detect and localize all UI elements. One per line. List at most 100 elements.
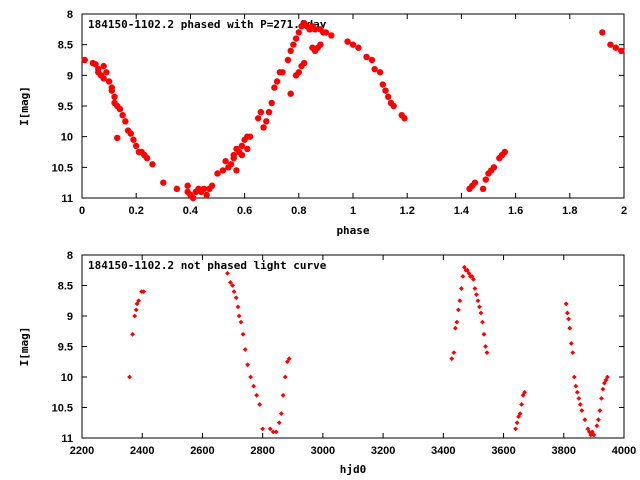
data-point xyxy=(475,298,481,304)
data-point xyxy=(273,429,279,435)
data-point xyxy=(449,356,455,362)
data-point xyxy=(257,402,263,407)
data-point xyxy=(401,115,408,122)
x-tick-label: 0.4 xyxy=(183,205,199,217)
data-point xyxy=(460,273,466,279)
data-point xyxy=(596,417,601,423)
data-point xyxy=(490,164,498,171)
data-point xyxy=(519,402,525,407)
data-point xyxy=(119,112,126,119)
data-point xyxy=(566,316,571,322)
x-tick-label: 1 xyxy=(350,205,356,217)
data-point xyxy=(214,170,221,177)
data-point xyxy=(263,118,270,125)
y-tick-label: 9 xyxy=(67,311,73,323)
data-point xyxy=(599,29,606,36)
data-point xyxy=(222,158,229,165)
data-point xyxy=(246,133,254,140)
data-point xyxy=(200,185,208,192)
x-tick-label: 0.6 xyxy=(237,205,252,217)
y-axis-label: I[mag] xyxy=(18,86,31,126)
data-point xyxy=(173,185,181,192)
x-tick-label: 2800 xyxy=(250,445,274,457)
data-point xyxy=(81,56,88,64)
y-tick-label: 11 xyxy=(61,193,73,205)
data-point xyxy=(136,298,142,304)
data-point xyxy=(238,319,244,325)
y-tick-label: 10.5 xyxy=(52,162,73,174)
data-point xyxy=(103,69,110,76)
data-point xyxy=(564,310,570,316)
data-point xyxy=(238,142,246,150)
data-point xyxy=(233,295,239,301)
data-point xyxy=(219,167,227,174)
data-point xyxy=(301,59,308,67)
data-point xyxy=(452,325,458,331)
x-tick-label: 1.4 xyxy=(454,205,470,217)
data-point xyxy=(481,331,487,337)
data-point xyxy=(484,350,490,355)
y-tick-label: 8.5 xyxy=(58,281,73,293)
data-point xyxy=(149,161,156,168)
data-point xyxy=(268,99,275,107)
data-point xyxy=(618,47,625,54)
data-point xyxy=(227,161,235,168)
data-point xyxy=(599,395,604,401)
data-point xyxy=(355,44,362,51)
data-point xyxy=(230,283,235,288)
data-point xyxy=(236,313,242,319)
data-point xyxy=(270,429,276,435)
plot-title: 184150-1102.2 phased with P=271.0day xyxy=(88,18,327,31)
data-point xyxy=(479,185,487,192)
data-point xyxy=(349,41,357,48)
data-point xyxy=(184,182,191,189)
data-point xyxy=(457,298,463,304)
data-point xyxy=(280,392,286,398)
y-tick-label: 8 xyxy=(67,9,73,21)
data-point xyxy=(295,29,302,36)
data-point xyxy=(233,167,240,174)
x-tick-label: 3600 xyxy=(491,445,515,457)
data-point xyxy=(254,392,260,398)
x-tick-label: 2600 xyxy=(190,445,214,457)
data-point xyxy=(133,307,139,313)
data-point xyxy=(477,304,482,310)
data-point xyxy=(116,105,124,113)
x-tick-label: 0 xyxy=(79,205,85,217)
x-tick-label: 3000 xyxy=(311,445,335,457)
data-point xyxy=(568,341,574,346)
data-point xyxy=(127,130,134,137)
data-point xyxy=(238,151,246,159)
data-point xyxy=(228,280,233,285)
plot-frame xyxy=(81,254,625,439)
data-point xyxy=(248,374,254,380)
data-point xyxy=(311,26,319,33)
data-point xyxy=(203,191,210,199)
data-point xyxy=(230,151,237,159)
data-point xyxy=(474,292,479,298)
x-tick-label: 2 xyxy=(621,205,627,217)
data-point xyxy=(501,148,508,156)
data-point xyxy=(579,408,585,413)
x-tick-label: 2200 xyxy=(70,445,94,457)
data-point xyxy=(376,69,384,76)
unphased-light-curve-plot: 2200 2400 2600 2800 3000 3200 3400 3600 3800 4000… xyxy=(18,250,636,476)
data-point xyxy=(390,102,397,110)
data-point xyxy=(385,93,392,101)
data-point xyxy=(563,301,569,307)
y-tick-label: 10 xyxy=(61,132,73,144)
data-point xyxy=(100,75,107,82)
y-tick-label: 10.5 xyxy=(52,403,73,415)
x-axis-label: phase xyxy=(336,224,369,237)
x-tick-label: 3400 xyxy=(431,445,455,457)
x-axis-label: hjd0 xyxy=(340,463,367,476)
data-point xyxy=(455,307,461,313)
data-point xyxy=(576,395,582,401)
data-point xyxy=(567,325,573,331)
data-point xyxy=(108,87,116,94)
data-point xyxy=(517,411,523,416)
data-point xyxy=(451,350,457,355)
data-point xyxy=(92,61,99,68)
data-point xyxy=(379,81,387,88)
y-tick-label: 9.5 xyxy=(58,342,73,354)
